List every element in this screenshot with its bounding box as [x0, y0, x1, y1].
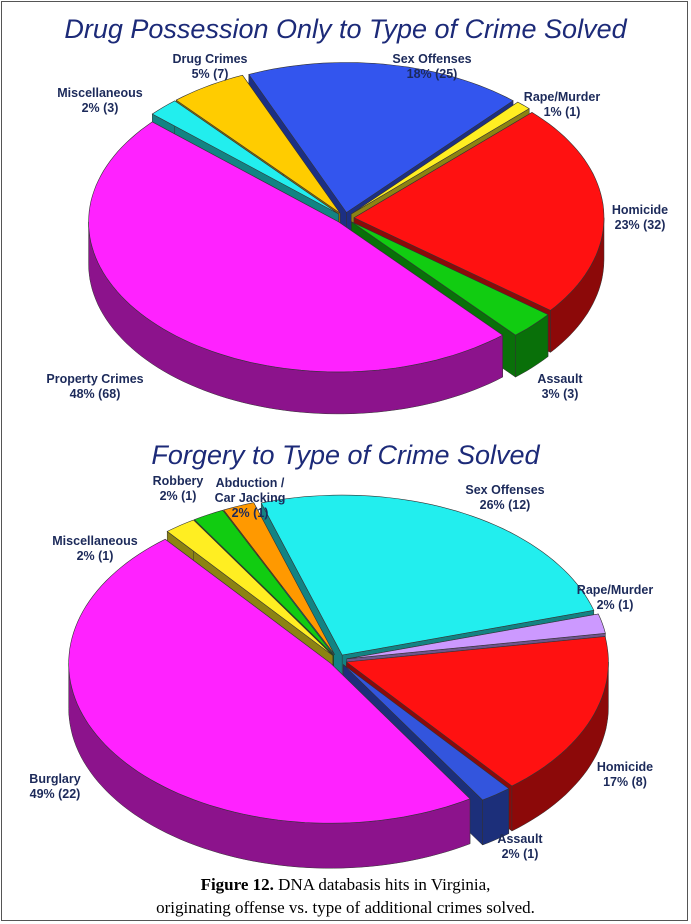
pie — [68, 494, 609, 869]
slice-label: Abduction / Car Jacking 2% (1) — [205, 476, 295, 521]
slice-label: Rape/Murder 1% (1) — [524, 90, 600, 120]
slice-name: Property Crimes — [46, 372, 144, 386]
slice-value: 1% (1) — [543, 105, 581, 119]
slice — [248, 62, 514, 213]
slice-name: Homicide — [611, 203, 669, 217]
slice-value: 2% (3) — [81, 101, 119, 115]
caption-text: DNA databasis hits in Virginia, — [278, 875, 491, 894]
slice-label: Assault 2% (1) — [497, 832, 542, 862]
slice-label: Homicide 23% (32) — [612, 203, 668, 233]
slice-value: 48% (68) — [69, 387, 121, 401]
caption-label: Figure 12. — [200, 875, 274, 894]
slice — [346, 613, 606, 660]
slice-label: Sex Offenses 26% (12) — [465, 483, 544, 513]
slice — [345, 636, 609, 787]
slice-label: Miscellaneous 2% (3) — [57, 86, 142, 116]
slice — [88, 121, 504, 373]
slice-value: 2% (1) — [231, 506, 269, 520]
slice-value: 49% (22) — [29, 787, 81, 801]
slice — [351, 221, 549, 336]
slice-label: Sex Offenses 18% (25) — [392, 52, 471, 82]
slice — [260, 494, 595, 656]
slice-name: Assault — [497, 832, 543, 846]
slice-value: 18% (25) — [406, 67, 458, 81]
pie — [88, 62, 605, 415]
slice-name: Assault — [537, 372, 583, 386]
slice-name: Abduction / Car Jacking — [214, 476, 286, 505]
slice-value: 5% (7) — [191, 67, 229, 81]
slice-name: Miscellaneous — [52, 534, 138, 548]
slice-label: Drug Crimes 5% (7) — [172, 52, 247, 82]
chart-title: Drug Possession Only to Type of Crime So… — [64, 14, 627, 44]
slice — [342, 664, 510, 801]
slice-name: Rape/Murder — [523, 90, 601, 104]
slice-name: Sex Offenses — [392, 52, 472, 66]
slice-label: Miscellaneous 2% (1) — [52, 534, 137, 564]
slice-value: 23% (32) — [614, 218, 666, 232]
caption: Figure 12. DNA databasis hits in Virgini… — [0, 873, 691, 919]
slice-label: Assault 3% (3) — [537, 372, 582, 402]
slice-name: Sex Offenses — [465, 483, 545, 497]
slice-value: 2% (1) — [159, 489, 197, 503]
slice — [151, 100, 339, 215]
slice-name: Rape/Murder — [576, 583, 654, 597]
slice-name: Drug Crimes — [172, 52, 248, 66]
slice-value: 2% (1) — [501, 847, 539, 861]
slice-value: 3% (3) — [541, 387, 579, 401]
slice-label: Property Crimes 48% (68) — [46, 372, 143, 402]
slice-value: 2% (1) — [76, 549, 114, 563]
slice-label: Burglary 49% (22) — [29, 772, 80, 802]
caption-line: Figure 12. DNA databasis hits in Virgini… — [0, 873, 691, 896]
caption-line: originating offense vs. type of addition… — [156, 898, 535, 917]
slice-name: Burglary — [29, 772, 81, 786]
slice — [68, 538, 471, 824]
slice-name: Robbery — [152, 474, 204, 488]
slice-value: 17% (8) — [603, 775, 647, 789]
slice-name: Homicide — [596, 760, 654, 774]
slice-value: 2% (1) — [596, 598, 634, 612]
slice-value: 26% (12) — [479, 498, 531, 512]
slice — [353, 112, 605, 311]
slice — [193, 509, 334, 656]
slice — [351, 101, 530, 215]
slice — [166, 519, 334, 656]
slice-label: Robbery 2% (1) — [153, 474, 204, 504]
slice — [223, 502, 335, 655]
slice-name: Miscellaneous — [57, 86, 143, 100]
slice-label: Rape/Murder 2% (1) — [577, 583, 653, 613]
slice — [175, 74, 341, 214]
slice-label: Homicide 17% (8) — [597, 760, 653, 790]
chart-title: Forgery to Type of Crime Solved — [151, 440, 540, 470]
